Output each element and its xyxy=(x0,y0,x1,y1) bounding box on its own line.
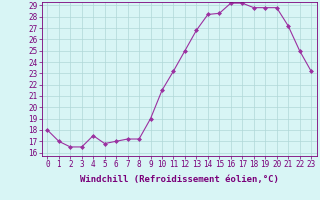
X-axis label: Windchill (Refroidissement éolien,°C): Windchill (Refroidissement éolien,°C) xyxy=(80,175,279,184)
